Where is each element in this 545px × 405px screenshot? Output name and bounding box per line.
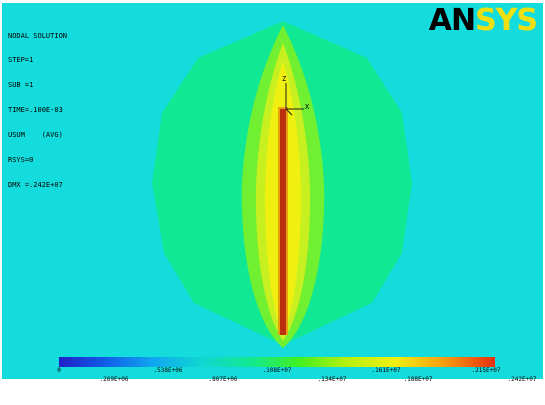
info-line-step: STEP=1 [8,56,34,65]
triad-x-label: X [305,103,310,111]
ansys-logo: ANSYS [428,3,538,38]
info-line-usum: USUM (AVG) [8,131,63,140]
element-core [280,109,286,335]
logo-sys: SYS [475,3,538,38]
triad-z-label: Z [282,75,287,83]
info-line-sub: SUB =1 [8,81,34,90]
ansys-graphics-window: NODAL SOLUTION STEP=1 SUB =1 TIME=.100E-… [2,3,543,402]
legend-label-bottom-1: .807E+06 [208,376,238,383]
legend-label-bottom-3: .188E+07 [403,376,433,383]
legend-label-bottom-4: .242E+07 [507,376,537,383]
logo-an: AN [428,3,476,38]
legend-label-top-2: .108E+07 [262,367,292,374]
legend-label-top-3: .161E+07 [371,367,401,374]
contour-legend-bar [59,357,495,367]
legend-label-bottom-2: .134E+07 [317,376,347,383]
info-line-dmx: DMX =.242E+07 [8,180,63,189]
legend-label-top-4: .215E+07 [471,367,501,374]
legend-label-bottom-0: .269E+06 [99,376,129,383]
contour-plot [152,21,412,348]
solution-info-block: NODAL SOLUTION STEP=1 SUB =1 TIME=.100E-… [8,15,67,206]
info-line-rsys: RSYS=0 [8,156,34,165]
legend-label-top-1: .538E+06 [153,367,183,374]
info-line-time: TIME=.100E-03 [8,106,63,115]
plot-area: NODAL SOLUTION STEP=1 SUB =1 TIME=.100E-… [2,3,543,379]
legend-label-top-0: 0 [57,367,61,374]
solution-title: NODAL SOLUTION [8,31,68,40]
triad-y-axis [285,108,293,116]
